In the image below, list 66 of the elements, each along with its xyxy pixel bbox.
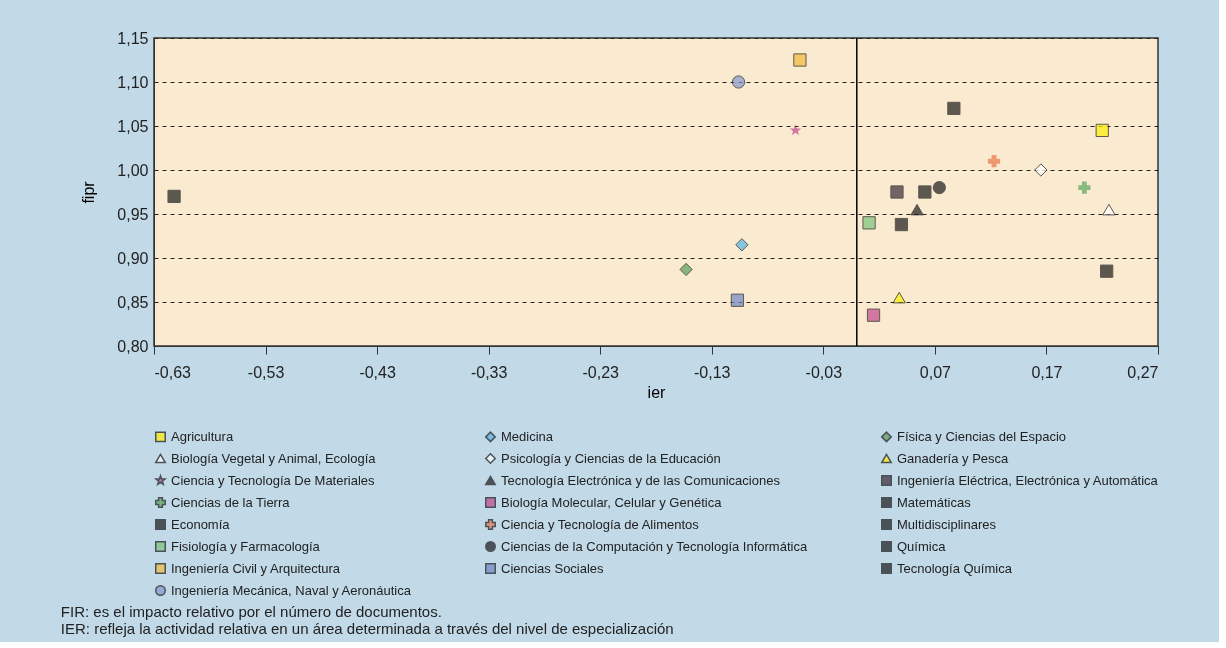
legend-label: Psicología y Ciencias de la Educación [501,450,721,466]
x-tick-label: 0,27 [1127,363,1159,381]
y-tick-label: 0,95 [117,205,149,223]
point [735,238,749,252]
legend-label: Ciencia y Tecnología de Alimentos [501,516,700,532]
x-tick-label: -0,43 [359,363,396,381]
point [1100,264,1114,278]
point [892,291,906,304]
point [890,185,904,199]
y-tick-label: 0,80 [117,337,149,355]
x-axis-title: ier [647,383,667,401]
point [932,180,946,195]
legend-label: Biología Vegetal y Animal, Ecología [171,450,377,466]
x-tick-label: -0,23 [582,363,620,381]
y-tick-label: 1,10 [117,73,149,91]
legend-label: Ingeniería Mecánica, Naval y Aeronáutica [171,582,412,598]
x-tick-label: 0,07 [919,363,952,381]
legend-label: Economía [171,516,231,532]
point [1034,163,1048,177]
legend-label: Matemáticas [897,494,972,510]
legend-label: Medicina [501,428,554,444]
legend-label: Física y Ciencias del Espacio [897,428,1067,444]
point [167,189,181,204]
legend-label: Ingeniería Civil y Arquitectura [171,560,341,576]
y-tick-label: 0,85 [117,293,149,311]
legend-label: Ingeniería Eléctrica, Electrónica y Automática [897,472,1159,488]
text: IER: refleja la actividad relativa en un área determinada a través del nivel de especialización [60,620,674,637]
legend-label: Ciencias Sociales [501,560,605,576]
legend-label: Ciencia y Tecnología De Materiales [171,472,376,488]
y-tick-label: 1,05 [117,117,149,135]
point [862,216,876,230]
point [789,124,802,136]
point [679,262,693,277]
legend-label: Multidisciplinares [897,516,997,532]
y-tick-label: 1,00 [117,161,149,179]
point [793,53,807,67]
legend-label: Química [897,538,947,554]
legend-label: Agricultura [171,428,234,444]
point [947,101,961,116]
y-tick-label: 0,90 [117,249,149,267]
y-tick-label: 1,15 [117,29,149,47]
y-axis-title: fipr [80,180,98,204]
x-tick-label: 0,17 [1031,363,1063,381]
legend-label: Tecnología Electrónica y de las Comunicaciones [501,472,781,488]
legend-label: Ciencias de la Computación y Tecnología Informática [501,538,808,554]
text: FIR: es el impacto relativo por el número de documentos. [60,603,442,620]
point [1102,203,1116,216]
legend-label: Fisiología y Farmacología [171,538,321,554]
point [910,203,924,216]
x-tick-label: -0,63 [154,363,192,381]
x-tick-label: -0,03 [805,363,843,381]
x-tick-label: -0,33 [470,363,508,381]
point [894,217,909,232]
x-tick-label: -0,53 [247,363,285,381]
legend-label: Ganadería y Pesca [897,450,1010,466]
x-tick-label: -0,13 [694,363,731,381]
point [918,185,932,199]
point [987,155,1001,168]
point [1095,123,1109,138]
legend-label: Tecnología Química [897,560,1013,576]
point [1078,181,1091,194]
point [866,308,881,322]
legend-label: Biología Molecular, Celular y Genética [501,494,723,510]
legend-label: Ciencias de la Tierra [171,494,291,510]
point [730,293,745,307]
point [731,75,746,89]
